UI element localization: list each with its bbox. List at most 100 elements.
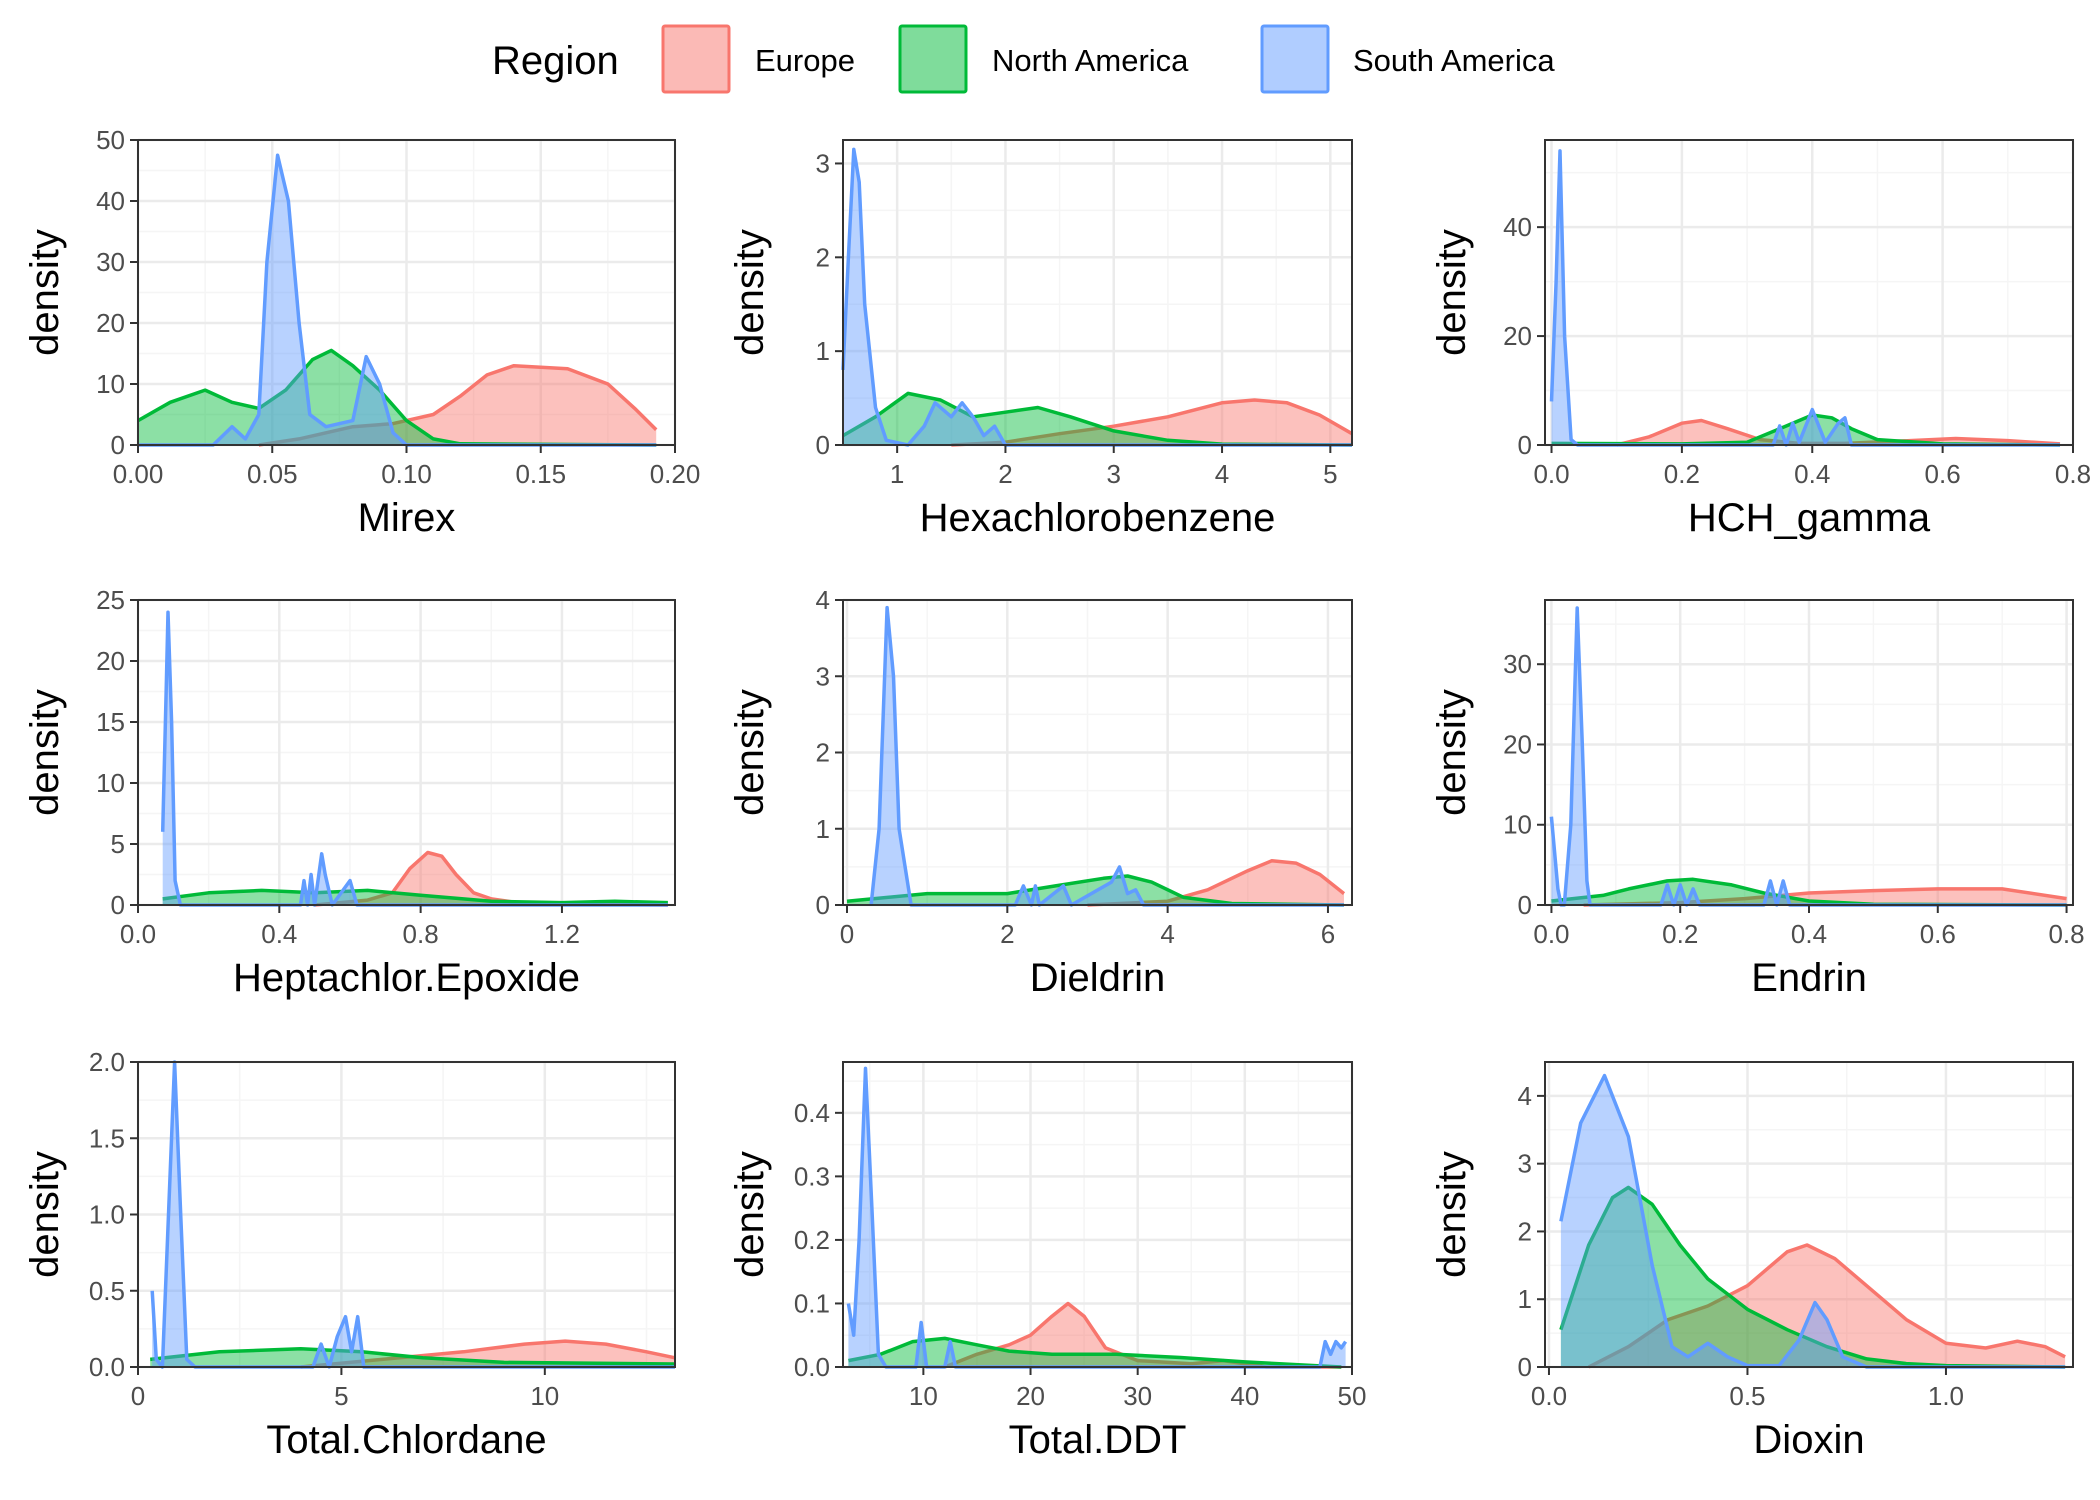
y-tick-label: 2 — [1518, 1216, 1532, 1246]
legend-label-europe: Europe — [755, 43, 855, 78]
panel-border — [842, 1061, 1353, 1368]
panel-border — [842, 139, 1353, 446]
y-tick-label: 0 — [111, 890, 125, 920]
x-tick-label: 0.8 — [403, 919, 439, 949]
y-tick-label: 0 — [111, 430, 125, 460]
x-tick-label: 0.5 — [1729, 1381, 1765, 1411]
panel-total-chlordane: 0 5 10 0.0 0.5 1.0 1.5 2.0 Total.Chlordane densit… — [23, 1047, 676, 1462]
legend-key-north-america — [898, 24, 968, 94]
x-tick-label: 0.15 — [515, 459, 566, 489]
x-tick-label: 5 — [1323, 459, 1337, 489]
x-tick-label: 4 — [1160, 919, 1174, 949]
y-tick-label: 20 — [1503, 729, 1532, 759]
x-axis-title: Heptachlor.Epoxide — [233, 956, 580, 1000]
y-tick-label: 1.0 — [89, 1200, 125, 1230]
x-tick-label: 0.2 — [1662, 919, 1698, 949]
density-line-north-america — [137, 348, 657, 447]
x-axis-title: Dieldrin — [1030, 956, 1166, 1000]
density-line-europe — [1616, 418, 2061, 447]
density-area-europe — [944, 1303, 1342, 1367]
y-tick-label: 2 — [816, 242, 830, 272]
density-area-europe — [1087, 860, 1344, 905]
y-tick-label: 4 — [816, 585, 830, 615]
facet-panels: 0.00 0.05 0.10 0.15 0.2001020304050Mirexdens… — [23, 125, 2091, 1462]
y-axis-title: density — [1430, 1151, 1474, 1278]
y-axis-title: density — [23, 1151, 67, 1278]
y-axis-title: density — [728, 689, 772, 816]
density-area-europe — [300, 1341, 675, 1367]
density-area-north-america — [138, 350, 657, 445]
x-tick-label: 0.00 — [113, 459, 164, 489]
x-tick-label: 6 — [1321, 919, 1335, 949]
density-line-south-america — [841, 147, 1352, 447]
panel-dieldrin: 0 2 4 6 0 1 2 3 4 Dieldrin density — [728, 585, 1353, 1000]
y-tick-label: 4 — [1518, 1081, 1532, 1111]
x-axis-title: Dioxin — [1753, 1418, 1864, 1462]
x-tick-label: 0.6 — [1925, 459, 1961, 489]
y-tick-label: 40 — [96, 186, 125, 216]
density-line-europe — [300, 1339, 676, 1369]
x-tick-label: 30 — [1123, 1381, 1152, 1411]
x-tick-label: 0.0 — [1531, 1381, 1567, 1411]
y-axis-title: density — [728, 1151, 772, 1278]
y-tick-label: 10 — [96, 369, 125, 399]
density-area-south-america — [138, 155, 657, 446]
x-tick-label: 0.6 — [1920, 919, 1956, 949]
x-tick-label: 0.2 — [1664, 459, 1700, 489]
y-axis-title: density — [1430, 689, 1474, 816]
x-tick-label: 1.2 — [544, 919, 580, 949]
x-tick-label: 0 — [131, 1381, 145, 1411]
x-tick-label: 0 — [840, 919, 854, 949]
density-area-europe — [258, 365, 657, 445]
y-tick-label: 10 — [96, 768, 125, 798]
y-tick-label: 20 — [96, 646, 125, 676]
x-tick-label: 0.8 — [2048, 919, 2084, 949]
y-tick-label: 2 — [816, 738, 830, 768]
x-axis-title: Mirex — [358, 496, 456, 540]
density-line-europe — [1583, 887, 2067, 907]
legend-key-south-america — [1260, 24, 1330, 94]
y-tick-label: 30 — [1503, 649, 1532, 679]
y-tick-label: 40 — [1503, 212, 1532, 242]
x-tick-label: 0.4 — [1791, 919, 1827, 949]
y-axis-title: density — [728, 229, 772, 356]
legend: Region Europe North America South Americ… — [492, 24, 1555, 94]
x-tick-label: 10 — [530, 1381, 559, 1411]
panel-dioxin: 0.0 0.5 1.0 0 1 2 3 4 Dioxin density — [1430, 1061, 2074, 1462]
panel-endrin: 0.0 0.2 0.4 0.6 0.8 0 10 20 30 Endrin density — [1430, 599, 2085, 1000]
legend-label-south-america: South America — [1353, 43, 1555, 78]
legend-label-north-america: North America — [992, 43, 1189, 78]
density-line-north-america — [162, 888, 668, 905]
y-tick-label: 0 — [1518, 1352, 1532, 1382]
density-line-south-america — [869, 605, 1344, 907]
x-tick-label: 0.05 — [247, 459, 298, 489]
y-tick-label: 1.5 — [89, 1123, 125, 1153]
x-tick-label: 1 — [890, 459, 904, 489]
panel-heptachlor-epoxide: 0.0 0.4 0.8 1.2 0 5 10 15 20 25 Heptachlor.Epoxide… — [23, 585, 676, 1000]
density-line-europe — [258, 363, 658, 447]
x-axis-title: Hexachlorobenzene — [920, 496, 1276, 540]
density-line-north-america — [1551, 413, 2061, 447]
panel-background — [843, 140, 1352, 445]
panel-border — [1544, 139, 2074, 446]
density-line-north-america — [1551, 877, 2067, 907]
panel-border — [137, 599, 676, 906]
y-tick-label: 0.2 — [794, 1225, 830, 1255]
density-line-europe — [951, 398, 1353, 447]
y-tick-label: 3 — [816, 148, 830, 178]
x-axis-title: Total.DDT — [1009, 1418, 1187, 1462]
y-axis-title: density — [23, 689, 67, 816]
y-tick-label: 0.0 — [794, 1352, 830, 1382]
x-axis-title: Endrin — [1751, 956, 1867, 1000]
x-tick-label: 0.0 — [1533, 919, 1569, 949]
y-tick-label: 25 — [96, 585, 125, 615]
y-tick-label: 1 — [816, 336, 830, 366]
y-tick-label: 1 — [1518, 1284, 1532, 1314]
panel-background — [843, 1062, 1352, 1367]
y-tick-label: 20 — [1503, 321, 1532, 351]
density-area-north-america — [162, 890, 668, 905]
x-tick-label: 20 — [1016, 1381, 1045, 1411]
panel-border — [1544, 1061, 2074, 1368]
y-tick-label: 15 — [96, 707, 125, 737]
y-tick-label: 3 — [816, 661, 830, 691]
